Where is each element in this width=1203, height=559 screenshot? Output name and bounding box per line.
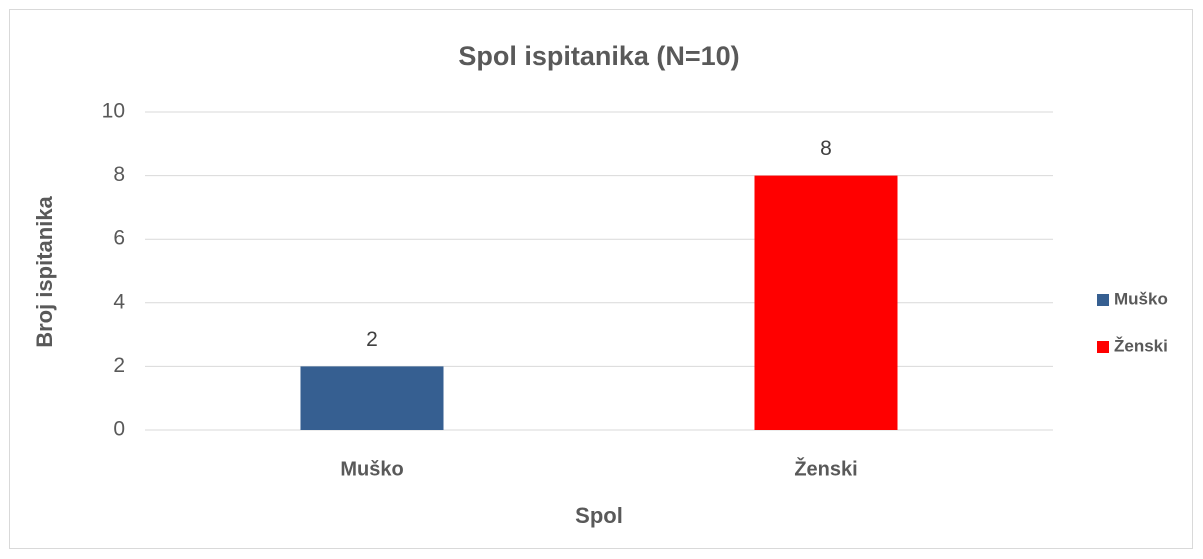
bar (300, 366, 444, 430)
data-label: 2 (366, 328, 378, 351)
legend-label: Ženski (1114, 336, 1168, 355)
chart-title: Spol ispitanika (N=10) (458, 41, 739, 71)
x-tick-label: Ženski (794, 456, 857, 480)
x-tick-label: Muško (340, 458, 403, 480)
y-tick-label: 0 (113, 418, 125, 441)
y-tick-label: 10 (102, 100, 125, 123)
y-tick-label: 6 (113, 227, 125, 250)
y-tick-label: 4 (113, 290, 125, 313)
y-tick-label: 2 (113, 354, 125, 377)
chart-border (9, 9, 1193, 549)
legend-swatch (1097, 294, 1109, 306)
x-axis-title: Spol (575, 503, 623, 528)
y-axis-title: Broj ispitanika (32, 195, 57, 347)
legend-swatch (1097, 341, 1109, 353)
y-tick-label: 8 (113, 163, 125, 186)
data-label: 8 (820, 137, 832, 160)
bar (754, 175, 898, 430)
legend-label: Muško (1114, 289, 1168, 308)
